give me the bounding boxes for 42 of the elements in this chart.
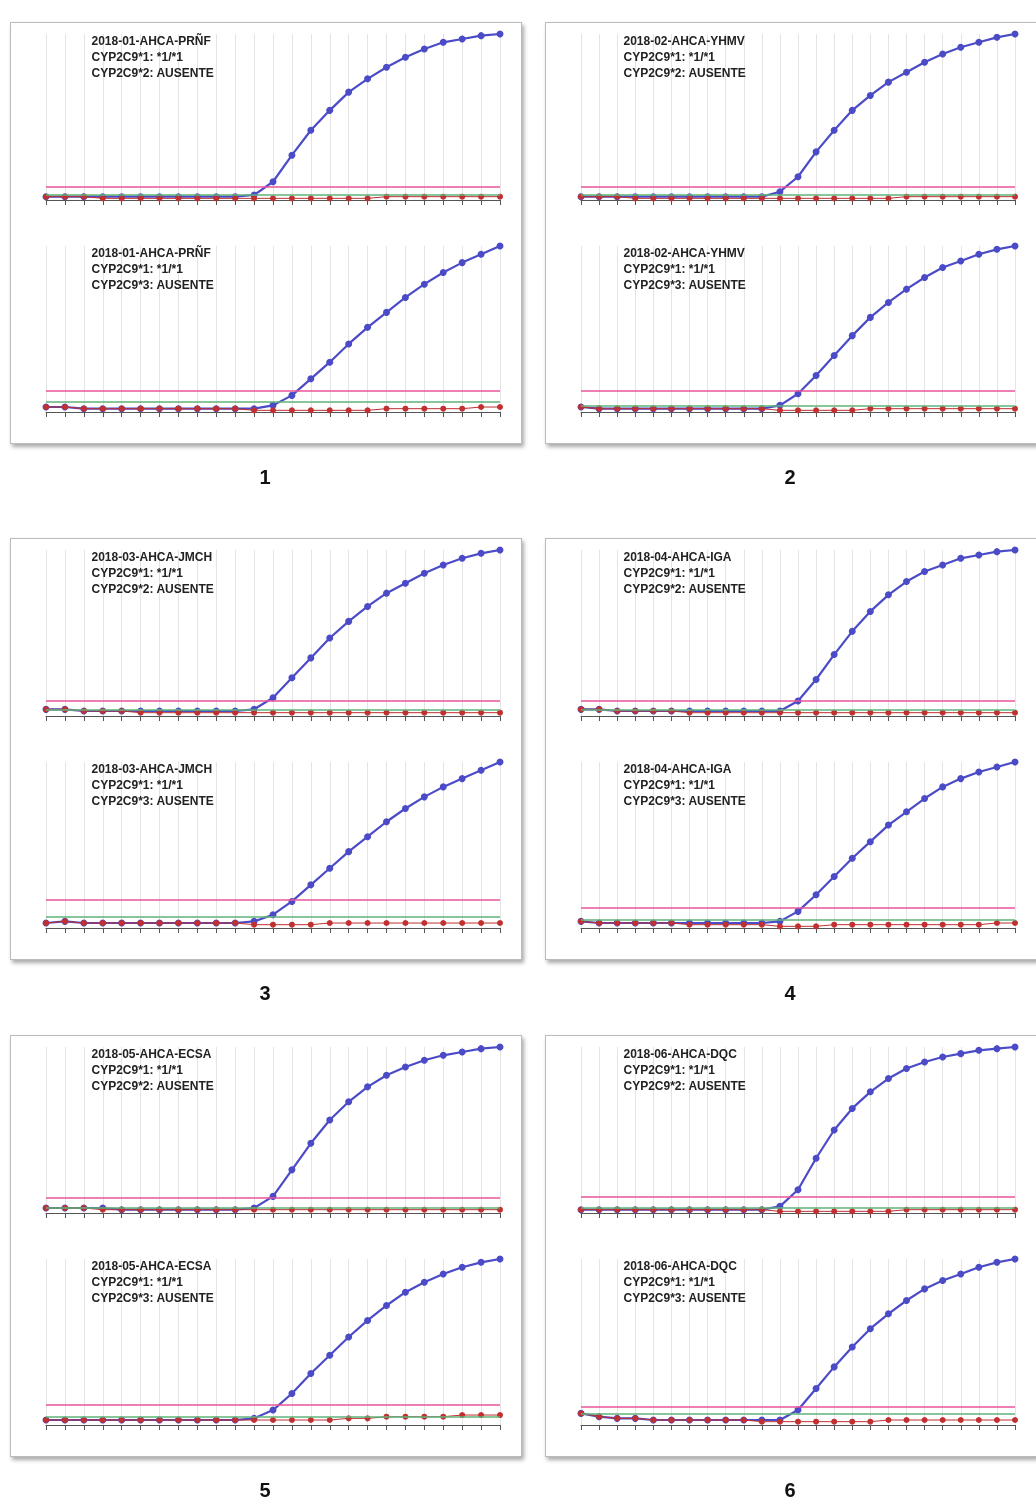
annotation: CYP2C9*2: AUSENTE	[91, 1079, 214, 1093]
annotation: CYP2C9*1: *1/*1	[623, 1063, 716, 1077]
text: 2	[784, 466, 796, 488]
chart-title: 2018-04-AHCA-IGA	[623, 550, 732, 564]
annotation: CYP2C9*1: *1/*1	[623, 262, 716, 276]
annotation: CYP2C9*1: *1/*1	[623, 1275, 716, 1289]
annotation: CYP2C9*3: AUSENTE	[623, 278, 746, 292]
annotation: CYP2C9*2: AUSENTE	[623, 582, 746, 596]
annotation: CYP2C9*2: AUSENTE	[623, 1079, 746, 1093]
annotation: CYP2C9*3: AUSENTE	[91, 1291, 214, 1305]
annotation: CYP2C9*1: *1/*1	[91, 1063, 184, 1077]
chart-title: 2018-04-AHCA-IGA	[623, 762, 732, 776]
annotation: CYP2C9*1: *1/*1	[91, 262, 184, 276]
annotation: CYP2C9*1: *1/*1	[91, 1275, 184, 1289]
chart-title: 2018-02-AHCA-YHMV	[623, 246, 745, 260]
text: 3	[259, 982, 271, 1004]
text: 5	[259, 1479, 271, 1501]
chart-title: 2018-03-AHCA-JMCH	[91, 550, 213, 564]
chart-title: 2018-03-AHCA-JMCH	[91, 762, 213, 776]
annotation: CYP2C9*1: *1/*1	[91, 778, 184, 792]
text: 6	[784, 1479, 796, 1501]
annotation: CYP2C9*2: AUSENTE	[91, 582, 214, 596]
annotation: CYP2C9*3: AUSENTE	[623, 1291, 746, 1305]
text: 1	[259, 466, 271, 488]
annotation: CYP2C9*1: *1/*1	[91, 566, 184, 580]
chart-title: 2018-01-AHCA-PRÑF	[91, 245, 211, 260]
chart-title: 2018-05-AHCA-ECSA	[91, 1047, 212, 1061]
chart-title: 2018-06-AHCA-DQC	[623, 1259, 738, 1273]
chart-title: 2018-06-AHCA-DQC	[623, 1047, 738, 1061]
annotation: CYP2C9*3: AUSENTE	[623, 794, 746, 808]
annotation: CYP2C9*2: AUSENTE	[623, 66, 746, 80]
chart-title: 2018-05-AHCA-ECSA	[91, 1259, 212, 1273]
annotation: CYP2C9*1: *1/*1	[91, 50, 184, 64]
annotation: CYP2C9*1: *1/*1	[623, 50, 716, 64]
annotation: CYP2C9*2: AUSENTE	[91, 66, 214, 80]
text: 4	[784, 982, 797, 1004]
annotation: CYP2C9*1: *1/*1	[623, 566, 716, 580]
chart-title: 2018-02-AHCA-YHMV	[623, 34, 745, 48]
chart-title: 2018-01-AHCA-PRÑF	[91, 33, 211, 48]
annotation: CYP2C9*3: AUSENTE	[91, 278, 214, 292]
annotation: CYP2C9*3: AUSENTE	[91, 794, 214, 808]
annotation: CYP2C9*1: *1/*1	[623, 778, 716, 792]
